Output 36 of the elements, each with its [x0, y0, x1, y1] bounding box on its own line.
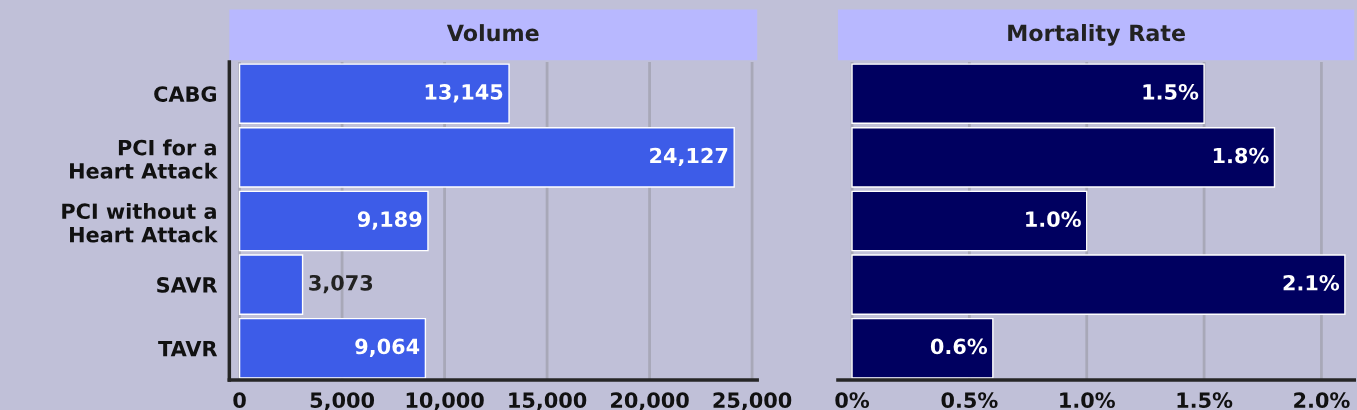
x-tick-label: 1.5%: [1177, 392, 1233, 408]
y-tick-label: SAVR: [157, 277, 218, 293]
data-label: 2.1%: [1283, 274, 1340, 291]
data-label: 0.6%: [930, 338, 988, 355]
chart-title: Volume: [446, 24, 539, 42]
y-tick-label: PCI without a Heart Attack: [62, 202, 218, 243]
data-label: 13,145: [425, 84, 503, 103]
data-label: 24,127: [650, 147, 728, 167]
x-tick-label: 15,000: [509, 392, 587, 410]
x-tick-label: 5,000: [310, 392, 375, 410]
x-tick-label: 0: [233, 392, 246, 408]
x-tick-label: 0%: [835, 392, 870, 408]
data-label: 1.5%: [1143, 84, 1199, 100]
bar: [851, 127, 1276, 188]
bar: [238, 317, 427, 379]
x-tick-label: 0.5%: [941, 392, 998, 408]
bar: [238, 190, 429, 252]
x-tick-label: 25,000: [713, 392, 792, 410]
x-tick-label: 20,000: [611, 392, 689, 410]
data-label: 3,073: [309, 274, 373, 294]
bar: [851, 317, 994, 379]
bar: [851, 254, 1346, 315]
y-tick-label: TAVR: [158, 340, 218, 357]
data-label: 1.8%: [1213, 147, 1269, 164]
bar: [238, 127, 735, 188]
x-tick-label: 10,000: [406, 392, 484, 410]
y-tick-label: CABG: [154, 86, 216, 102]
x-tick-label: 1.0%: [1060, 392, 1115, 408]
x-tick-label: 2.0%: [1294, 392, 1350, 408]
bar: [238, 254, 304, 315]
chart-title: Mortality Rate: [1008, 24, 1185, 46]
data-label: 9,189: [357, 211, 422, 230]
bar: [851, 190, 1088, 252]
data-label: 9,064: [355, 338, 420, 357]
data-label: 1.0%: [1026, 211, 1081, 228]
y-tick-label: PCI for a Heart Attack: [70, 139, 218, 179]
